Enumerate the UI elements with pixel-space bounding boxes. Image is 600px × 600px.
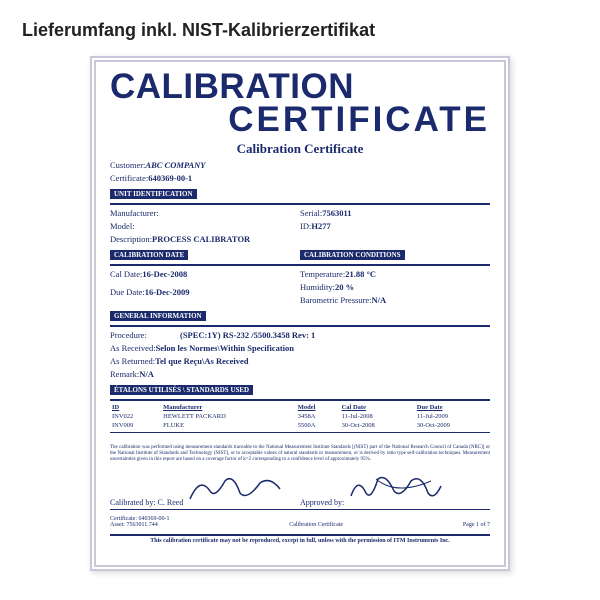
serial-value: 7563011 <box>322 208 351 218</box>
divider-thin <box>110 432 490 433</box>
temp-label: Temperature: <box>300 269 345 279</box>
footer: Certificate: 640369-00-1 Asset: 7563011.… <box>110 516 490 528</box>
humidity-label: Humidity: <box>300 282 335 292</box>
standards-header: ID <box>110 403 161 412</box>
table-cell: 11-Jul-2008 <box>340 412 415 421</box>
signature-2 <box>346 471 446 505</box>
pressure-value: N/A <box>372 295 387 305</box>
approved-label: Approved by: <box>300 498 344 507</box>
calby-label: Calibrated by: <box>110 498 158 507</box>
title-line-1: CALIBRATION <box>110 70 490 103</box>
standards-table: IDManufacturerModelCal DateDue Date INV0… <box>110 403 490 430</box>
table-row: INV022HEWLETT PACKARD3458A11-Jul-200811-… <box>110 412 490 421</box>
certificate-value: 640369-00-1 <box>148 173 192 183</box>
section-cal-cond: CALIBRATION CONDITIONS <box>300 250 405 260</box>
description-value: PROCESS CALIBRATOR <box>152 234 250 244</box>
title-line-2: CERTIFICATE <box>110 103 490 136</box>
table-cell: HEWLETT PACKARD <box>161 412 296 421</box>
asreturned-value: Tel que Reçu\As Received <box>155 356 248 366</box>
manufacturer-label: Manufacturer: <box>110 208 159 218</box>
approved-by: Approved by: <box>300 471 490 510</box>
standards-header: Manufacturer <box>161 403 296 412</box>
table-cell: 3458A <box>296 412 340 421</box>
footer-cert: Certificate: 640369-00-1 <box>110 516 169 522</box>
certificate-banner: CALIBRATION CERTIFICATE <box>110 70 490 137</box>
caldate-label: Cal Date: <box>110 269 142 279</box>
procedure-label: Procedure: <box>110 330 180 340</box>
table-cell: FLUKE <box>161 421 296 430</box>
certificate-label: Certificate: <box>110 173 148 183</box>
asreceived-value: Selon les Normes\Within Specification <box>156 343 294 353</box>
model-label: Model: <box>110 221 135 231</box>
table-cell: INV022 <box>110 412 161 421</box>
duedate-label: Due Date: <box>110 287 145 297</box>
asreturned-label: As Returned: <box>110 356 155 366</box>
section-standards: ÉTALONS UTILISÉS \ STANDARDS USED <box>110 385 253 395</box>
id-value: H277 <box>311 221 330 231</box>
table-cell: 5500A <box>296 421 340 430</box>
id-label: ID: <box>300 221 311 231</box>
table-cell: 11-Jul-2009 <box>415 412 490 421</box>
footer-asset: Asset: 7563011.744 <box>110 522 169 528</box>
table-cell: INV009 <box>110 421 161 430</box>
procedure-value: (SPEC:1Y) RS-232 /5500.3458 Rev: 1 <box>180 330 315 340</box>
subtitle: Calibration Certificate <box>110 141 490 157</box>
footer-mid: Calibration Certificate <box>169 522 462 528</box>
footer-left: Certificate: 640369-00-1 Asset: 7563011.… <box>110 516 169 528</box>
page-heading: Lieferumfang inkl. NIST-Kalibrierzertifi… <box>22 20 375 41</box>
customer-row: Customer: ABC COMPANY <box>110 160 490 170</box>
pressure-label: Barometric Pressure: <box>300 295 372 305</box>
certificate-row: Certificate: 640369-00-1 <box>110 173 490 183</box>
remark-label: Remark: <box>110 369 139 379</box>
asreceived-label: As Received: <box>110 343 156 353</box>
calibrated-by: Calibrated by: C. Reed <box>110 471 300 510</box>
disclaimer-text: The calibration was performed using meas… <box>110 445 490 463</box>
temp-value: 21.88 °C <box>345 269 376 279</box>
customer-value: ABC COMPANY <box>145 160 205 170</box>
footer-page: Page 1 of 7 <box>463 522 490 528</box>
calby-value: C. Reed <box>158 498 184 507</box>
humidity-value: 20 % <box>335 282 354 292</box>
table-row: INV009FLUKE5500A30-Oct-200830-Oct-2009 <box>110 421 490 430</box>
section-cal-date: CALIBRATION DATE <box>110 250 188 260</box>
table-cell: 30-Oct-2008 <box>340 421 415 430</box>
standards-header: Model <box>296 403 340 412</box>
divider <box>110 399 490 401</box>
bottom-note: This calibration certificate may not be … <box>110 538 490 544</box>
customer-label: Customer: <box>110 160 145 170</box>
bottom-divider <box>110 534 490 536</box>
description-label: Description: <box>110 234 152 244</box>
table-cell: 30-Oct-2009 <box>415 421 490 430</box>
duedate-value: 16-Dec-2009 <box>145 287 190 297</box>
remark-value: N/A <box>139 369 154 379</box>
divider <box>110 325 490 327</box>
section-unit-id: UNIT IDENTIFICATION <box>110 189 197 199</box>
standards-header: Due Date <box>415 403 490 412</box>
section-general: GENERAL INFORMATION <box>110 311 206 321</box>
caldate-value: 16-Dec-2008 <box>142 269 187 279</box>
standards-header: Cal Date <box>340 403 415 412</box>
certificate-document: CALIBRATION CERTIFICATE Calibration Cert… <box>90 56 510 571</box>
signature-1 <box>185 471 285 505</box>
serial-label: Serial: <box>300 208 322 218</box>
